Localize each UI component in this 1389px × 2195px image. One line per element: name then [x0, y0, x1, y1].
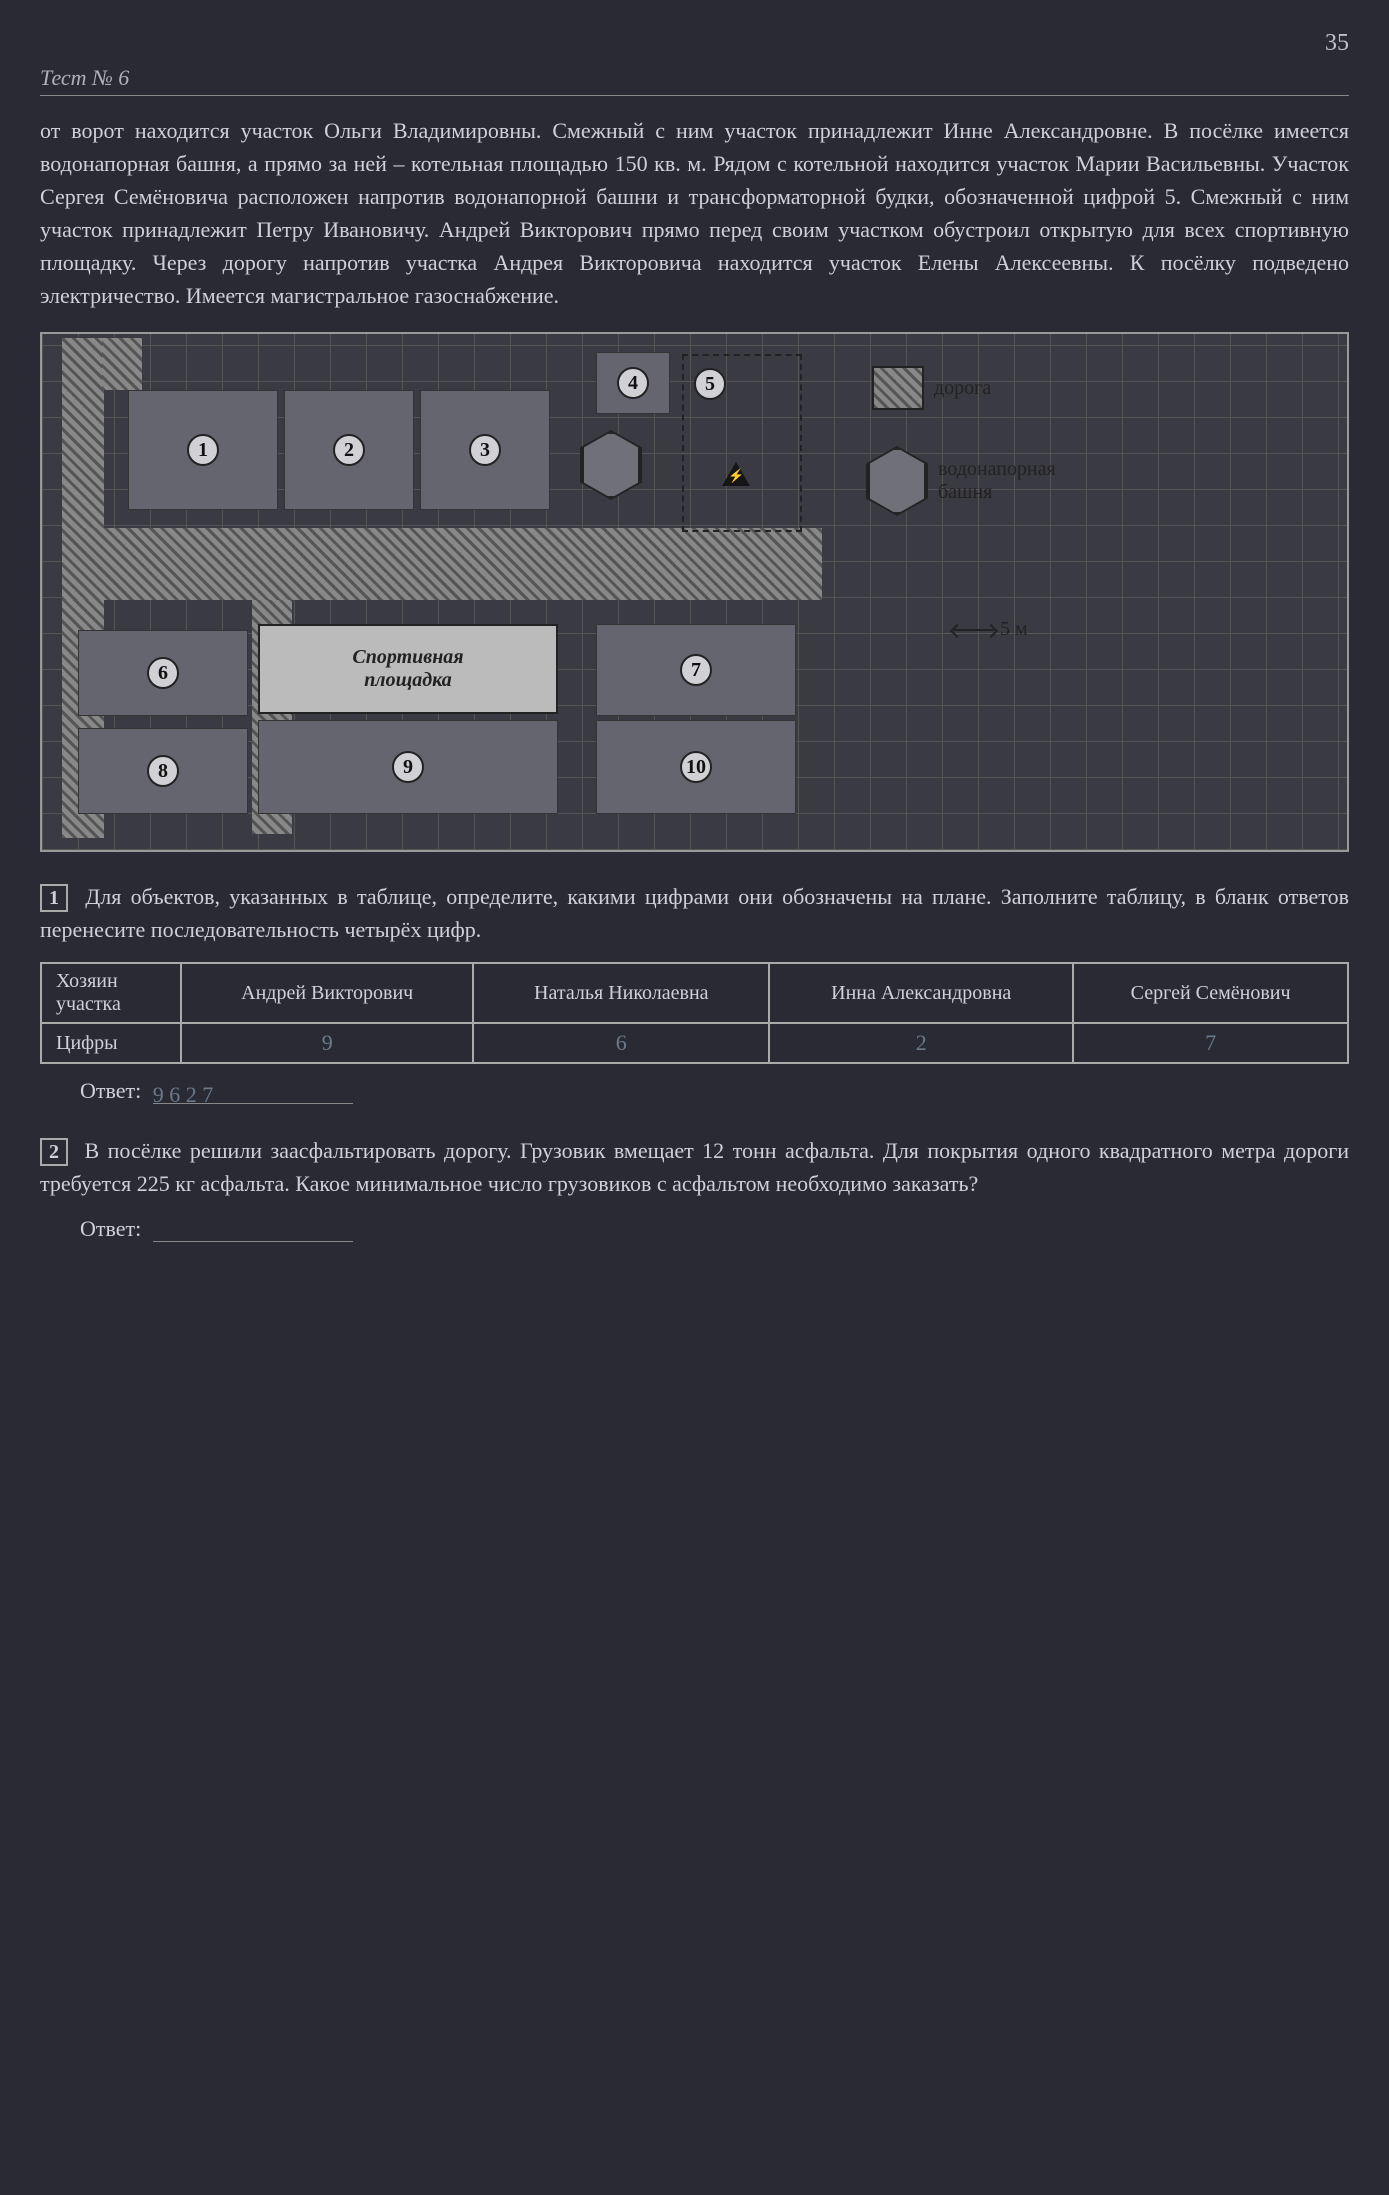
answer-table: Хозяин участка Андрей Викторович Наталья…: [40, 962, 1349, 1064]
scale-label: 5 м: [1000, 618, 1028, 641]
legend-hex-wrap: [866, 446, 928, 516]
sport-label-2: площадка: [364, 669, 452, 692]
transformer-icon: ⚡: [722, 462, 750, 486]
question-2-body: В посёлке решили заасфальтировать дорогу…: [40, 1138, 1349, 1196]
plot-7: 7: [596, 624, 796, 716]
circled-2: 2: [333, 434, 365, 466]
hdr-3: Сергей Семёнович: [1073, 963, 1348, 1023]
answer-1-fill: 9 6 2 7: [153, 1082, 353, 1104]
question-1-text: 1 Для объектов, указанных в таблице, опр…: [40, 880, 1349, 946]
circled-6: 6: [147, 657, 179, 689]
answer-1-line: Ответ: 9 6 2 7: [80, 1078, 1349, 1104]
village-map: 1 2 3 4 6 7 8 9 10 Спортивная площадка 5 ⚡ дорог…: [40, 332, 1349, 852]
cell-3: 7: [1073, 1023, 1348, 1063]
sport-label-1: Спортивная: [352, 646, 463, 669]
circled-5: 5: [694, 368, 726, 400]
circled-8: 8: [147, 755, 179, 787]
test-header: Тест № 6: [40, 65, 1349, 96]
legend-tower-label-1: водонапорная: [938, 458, 1056, 481]
plot-6: 6: [78, 630, 248, 716]
answer-1-label: Ответ:: [80, 1078, 141, 1103]
circled-4: 4: [617, 367, 649, 399]
legend-road-label: дорога: [934, 377, 991, 400]
road-top-entry: [102, 338, 142, 390]
legend-road: дорога: [872, 366, 991, 410]
transformer-glyph: ⚡: [728, 468, 744, 484]
circled-1: 1: [187, 434, 219, 466]
table-row-header: Хозяин участка Андрей Викторович Наталья…: [41, 963, 1348, 1023]
cell-1: 6: [473, 1023, 769, 1063]
cell-0: 9: [181, 1023, 473, 1063]
question-1-number: 1: [40, 884, 68, 912]
sport-ground: Спортивная площадка: [258, 624, 558, 714]
circled-3: 3: [469, 434, 501, 466]
plot-2: 2: [284, 390, 414, 510]
answer-2-label: Ответ:: [80, 1216, 141, 1241]
written-3: 7: [1205, 1030, 1216, 1055]
road-horiz-mid: [62, 528, 822, 600]
row1-label: Хозяин участка: [41, 963, 181, 1023]
intro-paragraph: от ворот находится участок Ольги Владими…: [40, 114, 1349, 312]
question-2-text: 2 В посёлке решили заасфальтировать доро…: [40, 1134, 1349, 1200]
plot-8: 8: [78, 728, 248, 814]
hdr-0: Андрей Викторович: [181, 963, 473, 1023]
written-2: 2: [916, 1030, 927, 1055]
num-5-wrap: 5: [694, 368, 726, 400]
circled-9: 9: [392, 751, 424, 783]
plot-1: 1: [128, 390, 278, 510]
plot-10: 10: [596, 720, 796, 814]
legend-tower-label-2: башня: [938, 481, 1056, 504]
plot-3: 3: [420, 390, 550, 510]
written-1: 6: [616, 1030, 627, 1055]
hdr-2: Инна Александровна: [769, 963, 1073, 1023]
circled-7: 7: [680, 654, 712, 686]
hdr-1: Наталья Николаевна: [473, 963, 769, 1023]
legend-tower-text: водонапорная башня: [938, 458, 1056, 504]
page-number: 35: [40, 30, 1349, 57]
table-row-digits: Цифры 9 6 2 7: [41, 1023, 1348, 1063]
cell-2: 2: [769, 1023, 1073, 1063]
answer-1-written: 9 6 2 7: [153, 1082, 214, 1107]
question-2-number: 2: [40, 1138, 68, 1166]
scale-bar: 5 м: [954, 618, 1028, 641]
scale-line: [954, 629, 994, 631]
row2-label: Цифры: [41, 1023, 181, 1063]
written-0: 9: [322, 1030, 333, 1055]
circled-10: 10: [680, 751, 712, 783]
legend-tower: водонапорная башня: [866, 446, 1056, 516]
question-1-body: Для объектов, указанных в таблице, опред…: [40, 884, 1349, 942]
answer-2-line: Ответ:: [80, 1216, 1349, 1242]
plot-4: 4: [596, 352, 670, 414]
legend-road-swatch: [872, 366, 924, 410]
plot-9: 9: [258, 720, 558, 814]
answer-2-fill: [153, 1220, 353, 1242]
